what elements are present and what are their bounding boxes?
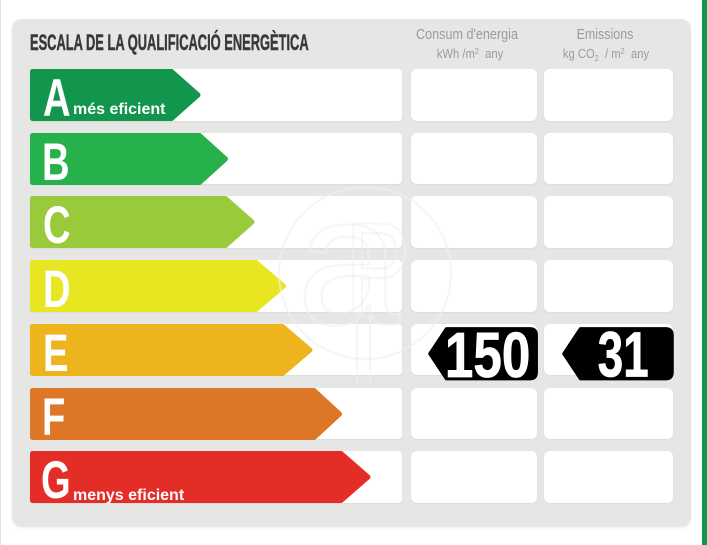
svg-text:150: 150	[445, 327, 530, 381]
svg-text:31: 31	[598, 327, 649, 381]
svg-text:a: a	[297, 158, 400, 364]
svg-text:P: P	[345, 196, 410, 341]
svg-text:P: P	[345, 196, 410, 341]
svg-text:a: a	[297, 158, 400, 364]
